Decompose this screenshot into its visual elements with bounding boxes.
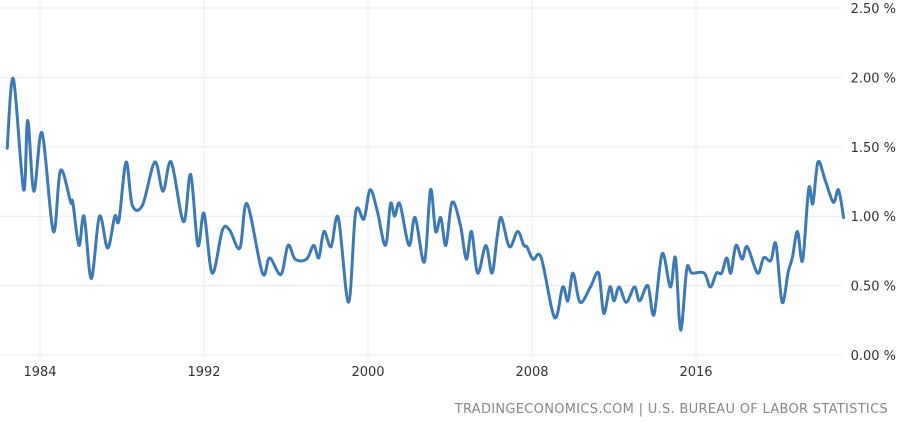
y-tick-label: 0.00 % [851, 349, 896, 364]
series-line [5, 77, 846, 332]
y-tick-label: 2.50 % [851, 2, 896, 17]
y-tick-label: 2.00 % [851, 71, 896, 86]
y-tick-label: 1.00 % [851, 210, 896, 225]
x-tick-label: 2016 [679, 365, 712, 380]
x-tick-label: 1984 [23, 365, 56, 380]
x-tick-label: 1992 [187, 365, 220, 380]
x-tick-label: 2008 [515, 365, 548, 380]
grid [0, 0, 842, 360]
source-attribution: TRADINGECONOMICS.COM | U.S. BUREAU OF LA… [454, 402, 888, 417]
y-tick-label: 1.50 % [851, 141, 896, 156]
y-tick-label: 0.50 % [851, 280, 896, 295]
x-tick-label: 2000 [351, 365, 384, 380]
y-axis: 0.00 % 0.50 % 1.00 % 1.50 % 2.00 % 2.50 % [851, 2, 896, 364]
x-axis: 1984 1992 2000 2008 2016 [23, 365, 712, 380]
